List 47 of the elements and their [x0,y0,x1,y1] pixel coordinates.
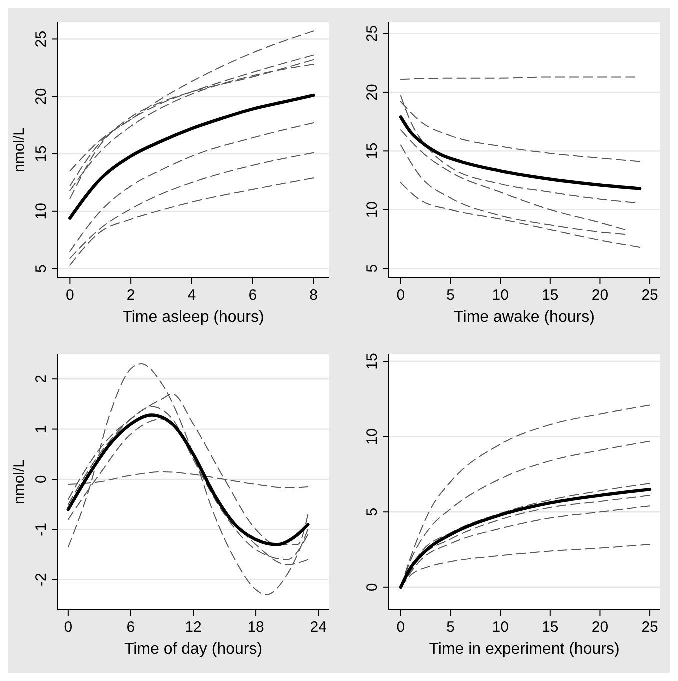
x-axis-title: Time in experiment (hours) [429,641,620,658]
y-tick-label: 0 [364,583,381,592]
y-tick-label: 20 [33,88,50,105]
y-tick-label: -2 [33,573,50,587]
x-tick-label: 0 [64,619,73,636]
y-tick-label: 5 [33,264,50,273]
x-tick-label: 5 [446,619,455,636]
x-tick-label: 20 [592,619,609,636]
x-tick-label: 24 [310,619,327,636]
y-tick-label: 5 [364,508,381,516]
x-tick-label: 5 [446,287,455,304]
y-tick-label: 10 [364,428,381,446]
y-tick-label: 2 [33,374,50,384]
y-axis-title: nmol/L [11,459,28,505]
y-tick-label: 10 [33,203,50,220]
y-tick-label: 20 [364,84,381,101]
x-tick-label: 12 [185,619,202,636]
x-tick-label: 0 [66,287,74,304]
y-tick-label: 1 [33,425,50,434]
x-tick-label: 8 [310,287,318,304]
x-tick-label: 10 [492,287,509,304]
x-tick-label: 25 [642,619,658,636]
y-tick-label: 5 [364,264,381,273]
x-tick-label: 6 [248,287,258,304]
y-tick-label: 25 [364,25,381,42]
x-axis-title: Time asleep (hours) [122,309,264,326]
y-tick-label: 0 [33,475,50,484]
x-tick-label: 10 [492,619,509,636]
y-tick-label: 15 [364,353,381,370]
y-tick-label: 25 [33,30,50,48]
x-axis-title: Time awake (hours) [454,309,595,326]
x-axis-title: Time of day (hours) [124,641,263,658]
x-tick-label: 4 [188,287,196,304]
x-tick-label: 20 [592,287,609,304]
x-tick-label: 0 [396,619,406,636]
x-tick-label: 2 [126,287,136,304]
y-tick-label: -1 [33,523,50,536]
x-tick-label: 18 [248,619,264,636]
x-tick-label: 15 [542,619,559,636]
x-tick-label: 0 [396,287,406,304]
x-tick-label: 6 [126,619,136,636]
y-tick-label: 15 [33,146,50,162]
y-axis-title: nmol/L [11,127,28,173]
x-tick-label: 25 [642,287,658,304]
y-tick-label: 10 [364,202,381,218]
x-tick-label: 15 [542,287,559,304]
y-tick-label: 15 [364,142,381,160]
